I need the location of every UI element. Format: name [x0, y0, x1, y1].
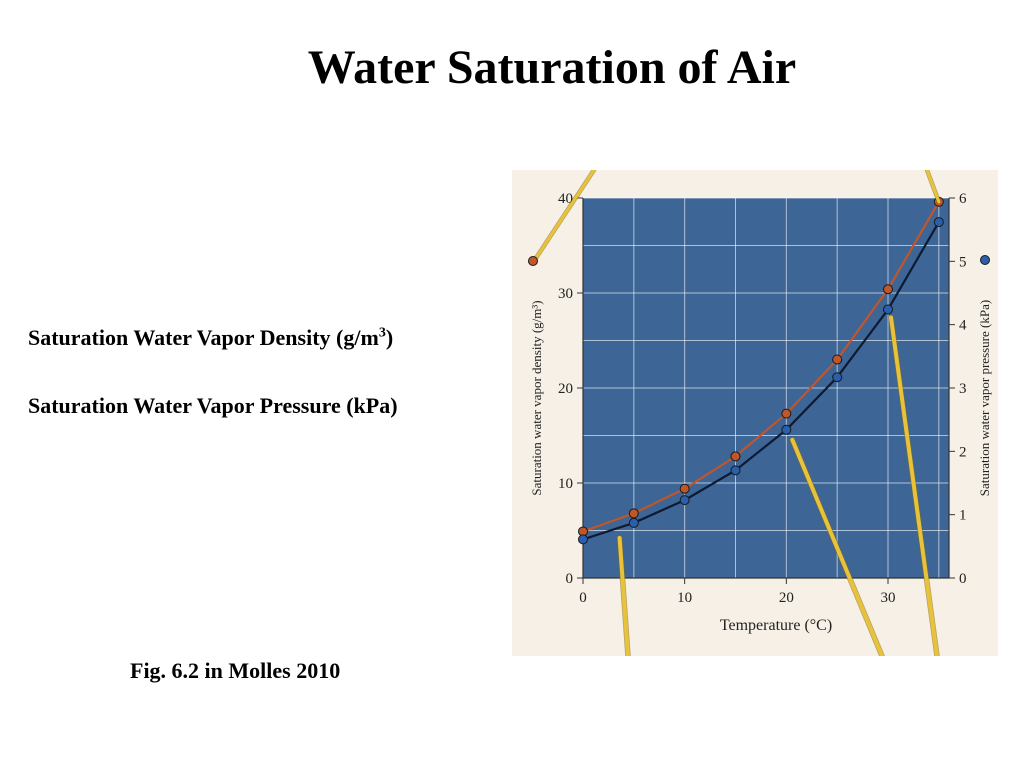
- data-point-pressure: [628, 517, 639, 528]
- y-right-tick-label: 5: [959, 254, 967, 270]
- density-legend-marker: [528, 256, 538, 266]
- data-point-pressure: [781, 424, 792, 435]
- y-right-tick-label: 0: [959, 571, 967, 587]
- data-point-density: [832, 354, 843, 365]
- pressure-legend-marker: [980, 255, 990, 265]
- density-label-superscript: 3: [378, 325, 386, 341]
- pointer-to-density-curve-top: [925, 168, 941, 204]
- y-right-tick-label: 1: [959, 508, 967, 524]
- y-axis-label-left: Saturation water vapor density (g/m³): [529, 300, 544, 495]
- pressure-series-label: Saturation Water Vapor Pressure (kPa): [28, 393, 398, 418]
- pointer-to-pressure-curve-mid: [790, 437, 884, 658]
- y-left-tick-label: 0: [566, 571, 574, 587]
- data-point-pressure: [883, 304, 893, 315]
- data-point-pressure: [832, 372, 843, 383]
- grid-lines: [582, 197, 949, 579]
- x-axis-label: Temperature (°C): [720, 617, 832, 634]
- data-point-density: [883, 284, 893, 295]
- density-label-close: ): [385, 325, 394, 350]
- data-point-density: [730, 451, 741, 462]
- x-tick-label: 30: [881, 590, 896, 606]
- chart-figure: 0 10 20 30 0 10 20 30 40 0 1 2 3 4 5 6 Temperature (°C)…: [512, 167, 998, 659]
- pointer-to-pressure-curve-high: [889, 315, 939, 658]
- y-right-tick-label: 3: [959, 381, 967, 397]
- y-right-tick-label: 4: [959, 318, 967, 334]
- tick-labels: 0 10 20 30 0 10 20 30 40 0 1 2 3 4 5 6: [558, 191, 967, 606]
- x-tick-label: 10: [677, 590, 692, 606]
- data-point-pressure: [679, 495, 690, 506]
- data-point-density: [628, 508, 639, 519]
- figure-caption: Fig. 6.2 in Molles 2010: [130, 658, 341, 683]
- chart-svg: 0 10 20 30 0 10 20 30 40 0 1 2 3 4 5 6 Temperature (°C)…: [512, 167, 998, 659]
- y-left-tick-label: 40: [558, 191, 573, 207]
- x-tick-label: 20: [779, 590, 794, 606]
- data-point-pressure: [933, 217, 944, 228]
- y-left-tick-label: 10: [558, 476, 573, 492]
- y-right-tick-label: 6: [959, 191, 967, 207]
- x-tick-label: 0: [579, 590, 587, 606]
- pointer-lines: [533, 167, 942, 659]
- series-lines: [578, 196, 944, 545]
- pointer-to-pressure-curve-low: [617, 536, 630, 658]
- data-point-pressure: [730, 465, 741, 476]
- series-line-density: [582, 201, 940, 533]
- y-right-tick-label: 2: [959, 444, 967, 460]
- legend-markers: [528, 255, 990, 266]
- y-axis-label-right: Saturation water vapor pressure (kPa): [977, 300, 992, 496]
- density-series-label: Saturation Water Vapor Density (g/m3): [28, 325, 393, 351]
- data-point-density: [679, 483, 690, 494]
- y-left-tick-label: 20: [558, 381, 573, 397]
- data-point-density: [781, 408, 792, 419]
- pointer-to-density-label: [534, 168, 596, 260]
- data-point-pressure: [578, 534, 588, 545]
- y-left-tick-label: 30: [558, 286, 573, 302]
- series-line-pressure: [582, 221, 940, 541]
- density-label-text: Saturation Water Vapor Density (g/m: [28, 325, 379, 350]
- slide-title: Water Saturation of Air: [307, 41, 797, 94]
